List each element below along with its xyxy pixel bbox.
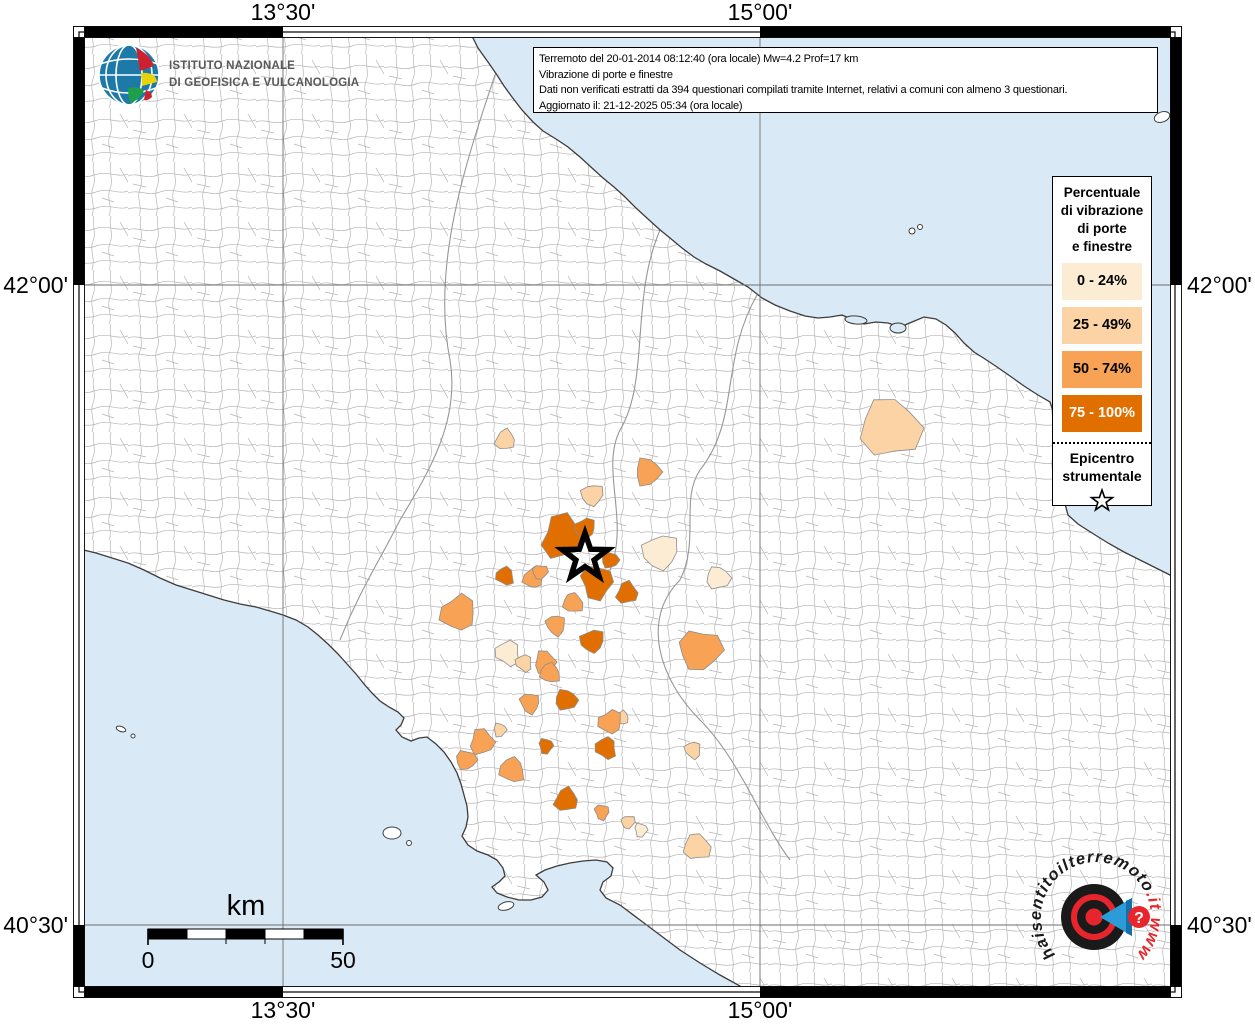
felt-area-municipality — [594, 736, 616, 761]
felt-area-municipality — [514, 654, 532, 674]
felt-area-municipality — [859, 399, 925, 456]
legend-class-3: 75 - 100% — [1062, 395, 1142, 432]
felt-area-municipality — [579, 565, 615, 602]
ingv-globe-icon — [98, 44, 160, 106]
felt-area-municipality — [552, 785, 578, 811]
haisentitoilterremoto-logo: ? haisentitoilterremoto.it www. — [1020, 829, 1178, 998]
felt-area-municipality — [493, 427, 515, 450]
felt-area-municipality — [456, 750, 479, 770]
felt-area-municipality — [683, 741, 701, 761]
question-mark: ? — [1134, 910, 1144, 927]
graticule-labels: 13°30' 15°00' 13°30' 15°00' 42°00' 40°30… — [3, 0, 1252, 1023]
legend-class-2: 50 - 74% — [1062, 351, 1142, 388]
event-info-box: Terremoto del 20-01-2014 08:12:40 (ora l… — [533, 47, 1158, 113]
data-source-line: Dati non verificati estratti da 394 ques… — [539, 84, 1068, 96]
map-content — [79, 32, 1175, 992]
graticule-lines — [79, 32, 1175, 992]
lat-label-right-bottom: 40°30' — [1187, 912, 1252, 938]
event-title-line: Terremoto del 20-01-2014 08:12:40 (ora l… — [539, 53, 859, 65]
felt-area-municipality — [469, 728, 497, 756]
felt-areas-layer — [438, 399, 925, 859]
felt-area-municipality — [498, 756, 525, 783]
coastal-lagoons — [844, 315, 907, 334]
legend-box: Percentuale di vibrazione di porte e fin… — [1052, 176, 1152, 512]
felt-area-municipality — [620, 816, 636, 830]
tyrrhenian-sea — [79, 548, 749, 992]
felt-area-municipality — [602, 551, 621, 569]
felt-area-municipality — [493, 722, 508, 738]
bullseye-icon — [1061, 884, 1127, 950]
legend-class-1: 25 - 49% — [1062, 307, 1142, 344]
felt-area-municipality — [597, 709, 621, 735]
updated-line: Aggiornato il: 21-12-2025 05:34 (ora loc… — [539, 99, 743, 112]
map-frame — [73, 26, 1182, 998]
felt-area-municipality — [544, 615, 565, 638]
map-subject-line: Vibrazione di porte e finestre — [539, 68, 673, 81]
scale-start-label: 0 — [142, 947, 155, 973]
legend-star-icon — [1089, 487, 1115, 512]
scale-end-label: 50 — [330, 947, 356, 973]
felt-area-municipality — [538, 737, 555, 755]
ingv-name-line1: ISTITUTO NAZIONALE — [169, 60, 296, 72]
felt-area-municipality — [579, 485, 604, 508]
legend-epicenter-title: Epicentro strumentale — [1062, 450, 1142, 484]
felt-area-municipality — [706, 566, 733, 590]
felt-area-municipality — [438, 592, 474, 631]
legend-class-0: 0 - 24% — [1062, 263, 1142, 300]
felt-area-municipality — [518, 693, 540, 716]
question-mark-badge: ? — [1128, 906, 1150, 928]
felt-area-municipality — [640, 535, 678, 572]
lon-label-top-right: 15°00' — [728, 0, 793, 25]
lon-label-bottom-left: 13°30' — [251, 997, 316, 1023]
felt-area-municipality — [593, 804, 610, 822]
scale-unit-label: km — [227, 890, 266, 922]
felt-area-municipality — [578, 629, 604, 654]
felt-area-municipality — [682, 833, 712, 859]
legend-title: Percentuale di vibrazione di porte e fin… — [1060, 185, 1144, 254]
lon-label-top-left: 13°30' — [251, 0, 316, 25]
islands — [115, 111, 1171, 911]
legend-divider — [1053, 442, 1151, 444]
region-borders — [339, 59, 791, 861]
felt-area-municipality — [495, 565, 514, 586]
felt-area-municipality — [561, 592, 584, 612]
felt-area-municipality — [678, 630, 725, 671]
scale-bar: km 0 50 — [142, 890, 356, 973]
felt-area-municipality — [494, 639, 520, 668]
felt-area-municipality — [538, 661, 560, 683]
lat-label-left-top: 42°00' — [3, 272, 68, 298]
lat-label-left-bottom: 40°30' — [3, 912, 68, 938]
lat-label-right-top: 42°00' — [1187, 272, 1252, 298]
ingv-branding: ISTITUTO NAZIONALE DI GEOFISICA E VULCAN… — [96, 42, 359, 108]
ingv-name-line2: DI GEOFISICA E VULCANOLOGIA — [169, 77, 360, 89]
felt-area-municipality — [614, 579, 639, 604]
felt-area-municipality — [636, 457, 664, 487]
felt-area-municipality — [531, 565, 549, 580]
lon-label-bottom-right: 15°00' — [728, 997, 793, 1023]
felt-area-municipality — [634, 822, 649, 838]
epicenter-star-icon — [554, 524, 616, 584]
felt-area-municipality — [555, 688, 580, 711]
